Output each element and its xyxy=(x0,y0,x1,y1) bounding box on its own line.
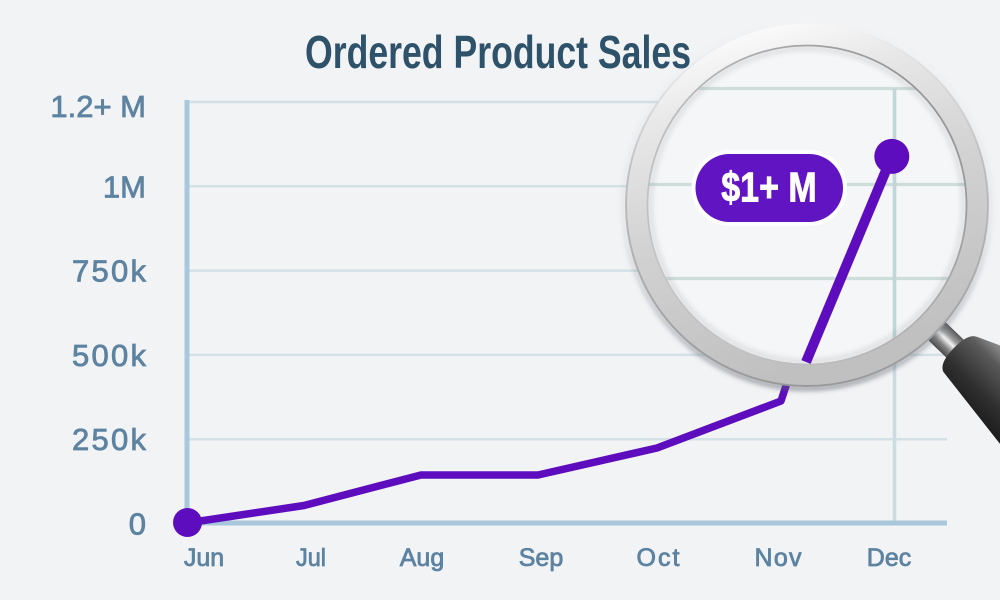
svg-text:Jun: Jun xyxy=(184,544,224,572)
svg-text:Ordered Product Sales: Ordered Product Sales xyxy=(305,26,691,78)
svg-text:Aug: Aug xyxy=(400,544,444,572)
svg-text:$1+ M: $1+ M xyxy=(721,164,817,211)
svg-text:Sep: Sep xyxy=(519,544,563,572)
svg-text:Jul: Jul xyxy=(296,544,326,572)
svg-text:1M: 1M xyxy=(103,169,146,204)
svg-text:Oct: Oct xyxy=(637,544,680,572)
svg-text:1.2+ M: 1.2+ M xyxy=(50,89,146,124)
svg-text:Nov: Nov xyxy=(755,544,803,572)
svg-text:0: 0 xyxy=(129,507,146,542)
svg-text:Dec: Dec xyxy=(867,544,911,572)
